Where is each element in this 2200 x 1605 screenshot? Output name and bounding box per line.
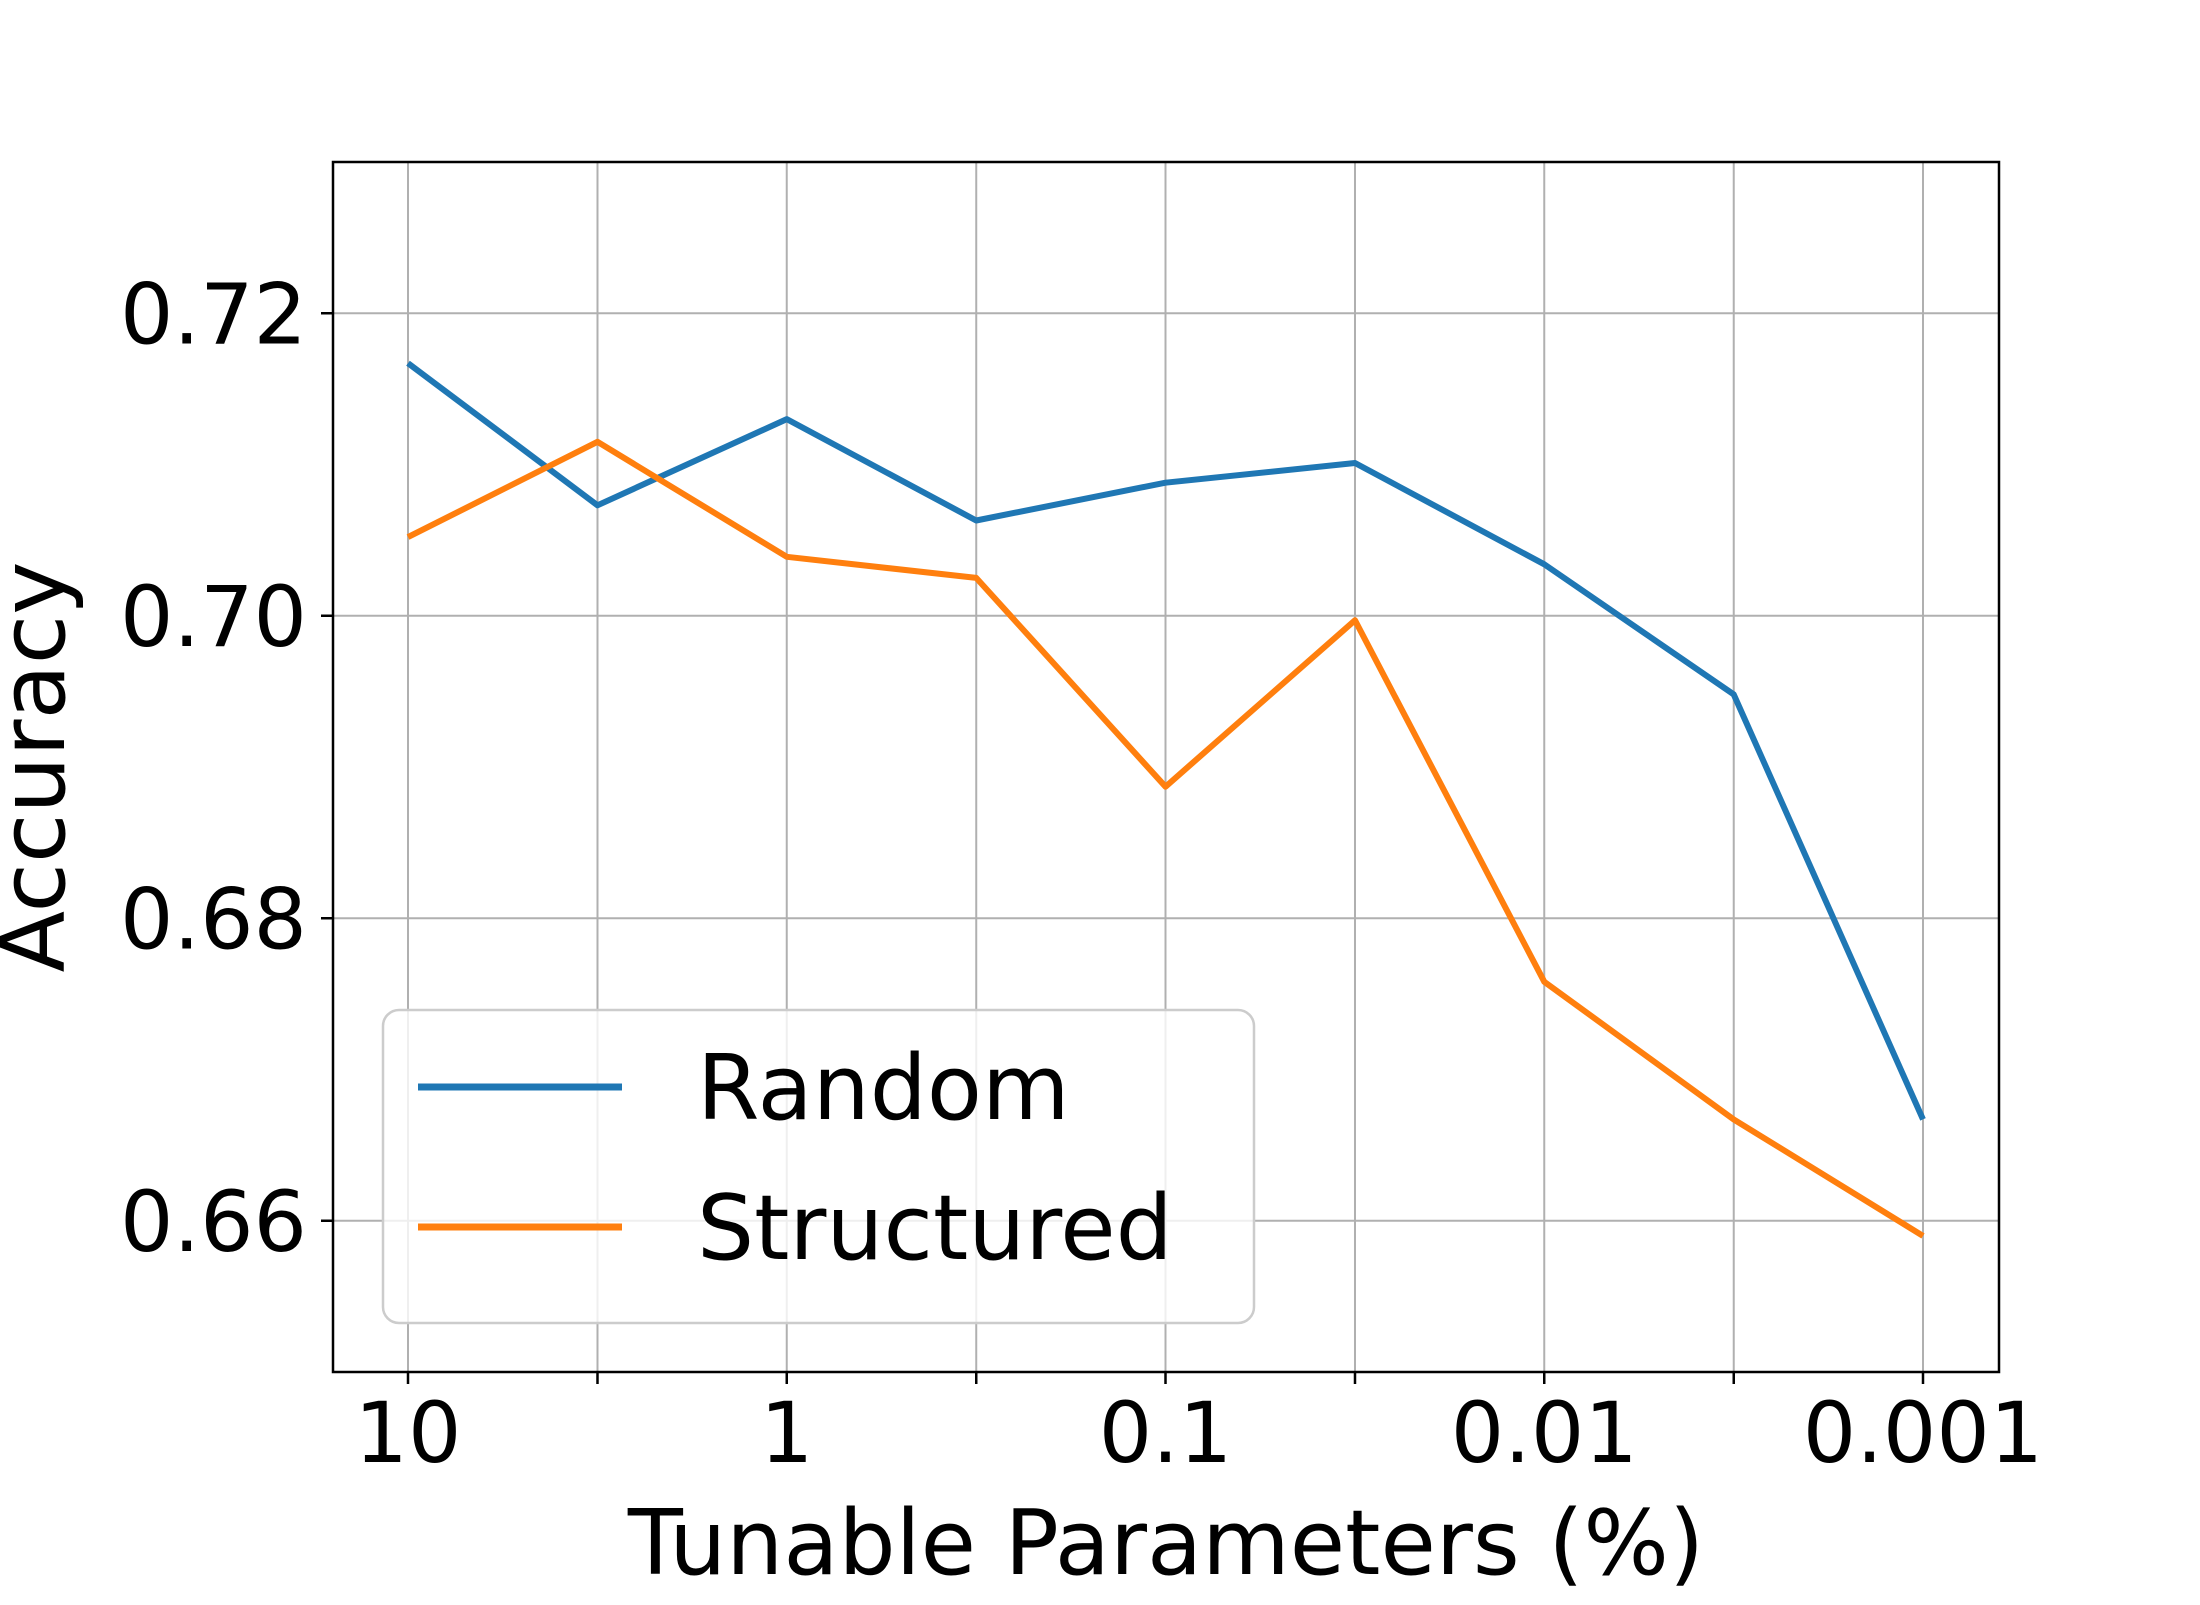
y-tick-label: 0.72 [120, 265, 307, 363]
y-tick-label: 0.70 [120, 568, 307, 666]
y-tick-label: 0.66 [120, 1173, 307, 1271]
y-tick-label: 0.68 [120, 870, 307, 968]
legend: Random Structured [381, 1008, 1256, 1325]
x-tick-label: 0.1 [1099, 1384, 1233, 1482]
x-tick-label: 10 [355, 1384, 462, 1482]
series-layer [406, 360, 1926, 1239]
x-tick-label: 0.01 [1451, 1384, 1638, 1482]
tick-layer: 10 1 0.1 0.01 0.001 0.66 0.68 0.70 0.72 [120, 265, 2043, 1482]
x-axis-label: Tunable Parameters (%) [627, 1491, 1704, 1596]
legend-label-structured: Structured [697, 1176, 1173, 1281]
x-tick-label: 1 [760, 1384, 813, 1482]
x-tick-label: 0.001 [1803, 1384, 2043, 1482]
series-line-structured [406, 438, 1925, 1239]
series-line-random [406, 360, 1926, 1121]
grid-layer [333, 162, 1999, 1372]
y-axis-label: Accuracy [0, 562, 86, 973]
legend-label-random: Random [697, 1036, 1070, 1141]
